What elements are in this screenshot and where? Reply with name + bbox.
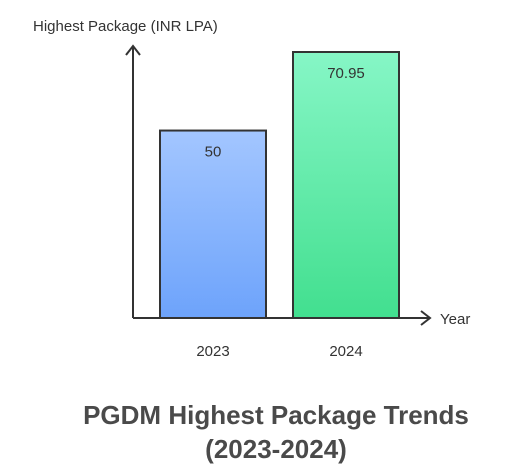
x-axis-arrow — [420, 310, 432, 326]
x-tick-label-2024: 2024 — [329, 343, 362, 360]
chart-title: PGDM Highest Package Trends (2023-2024) — [0, 398, 512, 466]
y-axis-label: Highest Package (INR LPA) — [33, 18, 218, 35]
chart-title-line-1: PGDM Highest Package Trends — [83, 400, 469, 430]
chart-title-line-2: (2023-2024) — [205, 434, 347, 464]
bar-2023 — [159, 129, 267, 319]
x-axis-label: Year — [440, 311, 470, 328]
x-tick-label-2023: 2023 — [196, 343, 229, 360]
bar-2024 — [292, 51, 400, 319]
data-label-2023: 50 — [205, 144, 222, 161]
data-label-2024: 70.95 — [327, 65, 365, 82]
y-axis-arrow — [125, 44, 141, 56]
